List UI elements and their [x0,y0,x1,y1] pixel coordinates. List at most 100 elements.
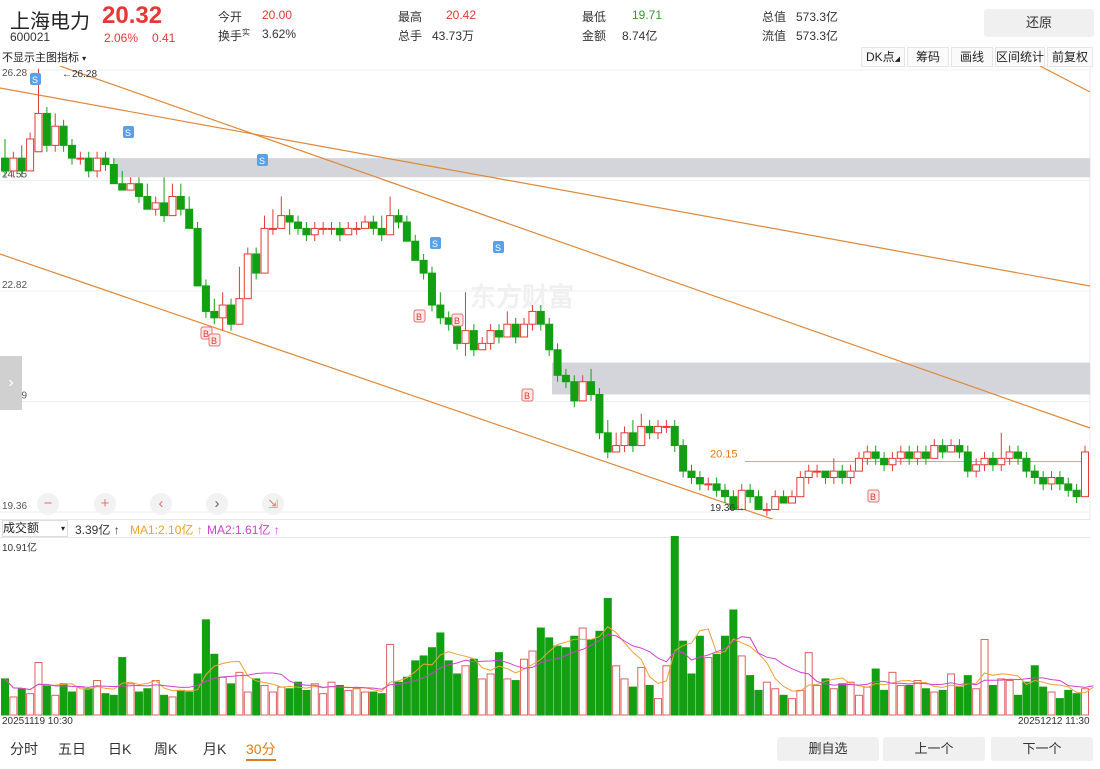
dk-point-button[interactable]: DK点◢ [861,47,905,67]
candle-body[interactable] [871,451,880,459]
candle-body[interactable] [176,195,185,210]
candle-body[interactable] [453,323,462,344]
candle-body[interactable] [377,227,386,236]
candle-body[interactable] [913,451,922,459]
candle-body[interactable] [118,183,127,191]
candle-body[interactable] [854,457,863,472]
candle-body[interactable] [896,451,905,459]
candle-body[interactable] [662,425,671,428]
candle-body[interactable] [1055,477,1064,485]
candle-body[interactable] [645,425,654,434]
candle-body[interactable] [402,221,411,242]
sell-signal-icon[interactable]: S [123,126,134,138]
candle-body[interactable] [394,215,403,223]
candle-body[interactable] [628,432,637,447]
buy-signal-icon[interactable]: B [451,313,464,327]
period-tab[interactable]: 30分 [246,739,276,761]
candle-body[interactable] [344,227,353,236]
candle-body[interactable] [503,323,512,338]
candle-body[interactable] [227,304,236,325]
candle-body[interactable] [419,259,428,274]
candle-body[interactable] [955,445,964,453]
candle-body[interactable] [352,227,361,230]
candle-body[interactable] [1022,457,1031,472]
trend-line[interactable] [0,87,1091,287]
candle-body[interactable] [59,125,68,146]
candle-body[interactable] [478,342,487,351]
remove-favorite-button[interactable]: 删自选 [777,737,879,761]
candle-body[interactable] [34,112,43,153]
candle-body[interactable] [528,310,537,325]
candle-body[interactable] [252,253,261,274]
candle-body[interactable] [603,432,612,453]
interval-stats-button[interactable]: 区间统计 [995,47,1045,67]
candle-body[interactable] [168,195,177,217]
candle-body[interactable] [695,477,704,485]
candle-body[interactable] [1072,489,1081,498]
candle-body[interactable] [888,457,897,466]
candle-body[interactable] [779,496,788,504]
candle-body[interactable] [561,374,570,383]
candle-body[interactable] [746,489,755,498]
zoom-out-icon[interactable]: − [37,493,59,515]
candle-body[interactable] [26,138,35,172]
candle-body[interactable] [461,330,470,344]
candle-body[interactable] [243,253,252,300]
candle-body[interactable] [930,445,939,459]
candle-body[interactable] [679,445,688,472]
candle-body[interactable] [411,240,420,261]
candle-body[interactable] [829,470,838,479]
zoom-in-icon[interactable]: + [94,493,116,515]
candle-body[interactable] [1,157,9,172]
candle-body[interactable] [76,157,85,160]
candle-body[interactable] [469,330,478,351]
candle-body[interactable] [578,381,587,402]
candle-body[interactable] [84,157,93,172]
candle-body[interactable] [193,227,202,287]
trend-line[interactable] [0,253,776,520]
buy-signal-icon[interactable]: B [521,388,534,402]
candle-body[interactable] [67,144,76,159]
buy-signal-icon[interactable]: B [413,309,426,323]
candle-body[interactable] [143,195,152,210]
candle-body[interactable] [712,483,721,491]
candle-body[interactable] [277,215,286,229]
candle-body[interactable] [754,496,763,510]
candle-body[interactable] [302,227,311,236]
candle-body[interactable] [319,227,328,230]
sell-signal-icon[interactable]: S [493,241,504,253]
candle-body[interactable] [880,457,889,466]
candle-body[interactable] [210,310,219,319]
candle-body[interactable] [587,381,596,395]
candle-body[interactable] [327,227,336,230]
candle-body[interactable] [201,285,210,312]
period-tab[interactable]: 五日 [58,741,86,757]
candle-body[interactable] [687,470,696,479]
candle-body[interactable] [1030,470,1039,479]
indicator-select[interactable]: 不显示主图指标 ▾ [2,52,87,64]
candle-body[interactable] [612,445,621,453]
candle-body[interactable] [595,393,604,434]
expand-panel-arrow-icon[interactable]: › [0,356,22,410]
candle-body[interactable] [93,157,102,172]
candle-body[interactable] [704,483,713,486]
pan-left-icon[interactable]: ‹ [150,493,172,515]
candle-body[interactable] [553,349,562,376]
candle-body[interactable] [9,157,18,172]
trend-line[interactable] [59,66,1091,429]
buy-signal-icon[interactable]: B [208,333,221,347]
candle-body[interactable] [947,445,956,453]
candle-body[interactable] [101,157,110,166]
sell-signal-icon[interactable]: S [257,154,268,166]
draw-line-button[interactable]: 画线 [951,47,993,67]
candle-body[interactable] [997,457,1006,466]
candle-body[interactable] [436,304,445,319]
candle-body[interactable] [988,457,997,466]
candle-body[interactable] [160,202,169,217]
candle-body[interactable] [545,323,554,351]
sell-signal-icon[interactable]: S [30,73,41,85]
trend-line[interactable] [1039,66,1091,93]
candle-body[interactable] [151,202,160,210]
candle-body[interactable] [796,477,805,498]
